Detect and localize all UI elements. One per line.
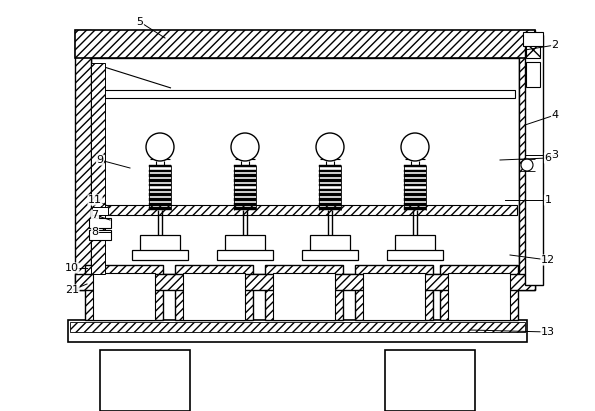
Bar bbox=[234, 198, 256, 201]
Text: 2: 2 bbox=[552, 40, 559, 50]
Bar bbox=[225, 235, 265, 253]
Bar bbox=[234, 184, 256, 187]
Bar bbox=[217, 250, 273, 260]
Bar bbox=[319, 184, 341, 187]
Bar bbox=[75, 274, 535, 290]
Bar bbox=[140, 235, 180, 253]
Bar bbox=[404, 189, 426, 191]
Bar bbox=[234, 179, 256, 182]
Bar bbox=[404, 203, 426, 205]
Bar bbox=[525, 35, 543, 285]
Bar bbox=[310, 235, 350, 253]
Bar bbox=[273, 273, 335, 320]
Bar bbox=[387, 250, 443, 260]
Bar bbox=[319, 174, 341, 177]
Bar bbox=[85, 265, 163, 320]
Bar bbox=[149, 193, 171, 196]
Bar bbox=[302, 250, 358, 260]
Bar bbox=[355, 265, 433, 320]
Bar bbox=[132, 250, 188, 260]
Bar bbox=[404, 174, 426, 177]
Bar bbox=[91, 58, 519, 274]
Bar bbox=[149, 208, 171, 210]
Text: 9: 9 bbox=[96, 155, 104, 165]
Bar bbox=[234, 174, 256, 177]
Bar bbox=[68, 320, 527, 342]
Bar bbox=[363, 273, 425, 320]
Text: 3: 3 bbox=[552, 150, 559, 160]
Bar bbox=[319, 203, 341, 205]
Circle shape bbox=[401, 133, 429, 161]
Text: 10: 10 bbox=[65, 263, 79, 273]
Bar bbox=[404, 208, 426, 210]
Bar bbox=[319, 170, 341, 172]
Bar bbox=[149, 184, 171, 187]
Bar bbox=[91, 63, 105, 274]
Bar bbox=[149, 170, 171, 172]
Bar bbox=[149, 189, 171, 191]
Bar bbox=[93, 205, 517, 215]
Text: 6: 6 bbox=[544, 153, 552, 163]
Bar bbox=[526, 62, 540, 87]
Text: 8: 8 bbox=[92, 227, 99, 237]
Bar bbox=[234, 208, 256, 210]
Text: 12: 12 bbox=[541, 255, 555, 265]
Circle shape bbox=[316, 133, 344, 161]
Bar bbox=[319, 165, 341, 168]
Bar bbox=[75, 30, 91, 290]
Text: 4: 4 bbox=[552, 110, 559, 120]
Bar bbox=[75, 30, 535, 58]
Bar bbox=[70, 322, 525, 332]
Bar bbox=[404, 165, 426, 168]
Bar bbox=[404, 198, 426, 201]
Bar bbox=[404, 170, 426, 172]
Text: 13: 13 bbox=[541, 327, 555, 337]
Bar bbox=[149, 165, 171, 168]
Bar bbox=[234, 189, 256, 191]
Bar bbox=[265, 265, 343, 320]
Bar bbox=[319, 179, 341, 182]
Bar bbox=[319, 193, 341, 196]
Bar bbox=[319, 208, 341, 210]
Bar bbox=[149, 198, 171, 201]
Bar bbox=[234, 165, 256, 168]
Bar bbox=[95, 90, 515, 98]
Bar bbox=[385, 350, 475, 411]
Bar bbox=[448, 273, 510, 320]
Bar bbox=[404, 179, 426, 182]
Bar bbox=[395, 235, 435, 253]
Bar bbox=[92, 207, 108, 215]
Bar bbox=[404, 193, 426, 196]
Bar bbox=[149, 203, 171, 205]
Text: 5: 5 bbox=[136, 17, 143, 27]
Circle shape bbox=[521, 159, 533, 171]
Bar bbox=[89, 218, 111, 228]
Text: 11: 11 bbox=[88, 195, 102, 205]
Text: 21: 21 bbox=[65, 285, 79, 295]
Circle shape bbox=[231, 133, 259, 161]
Bar bbox=[440, 265, 518, 320]
Bar bbox=[93, 273, 155, 320]
Bar bbox=[526, 40, 540, 58]
Bar bbox=[149, 179, 171, 182]
Bar bbox=[234, 193, 256, 196]
Bar bbox=[234, 203, 256, 205]
Bar bbox=[149, 174, 171, 177]
Bar bbox=[519, 30, 535, 290]
Text: 7: 7 bbox=[92, 210, 99, 220]
Circle shape bbox=[146, 133, 174, 161]
Bar bbox=[319, 189, 341, 191]
Text: 1: 1 bbox=[544, 195, 552, 205]
Bar bbox=[89, 230, 111, 240]
Bar bbox=[523, 32, 543, 46]
Bar bbox=[100, 350, 190, 411]
Bar bbox=[234, 170, 256, 172]
Bar bbox=[183, 273, 245, 320]
Bar bbox=[175, 265, 253, 320]
Bar bbox=[404, 184, 426, 187]
Bar bbox=[319, 198, 341, 201]
